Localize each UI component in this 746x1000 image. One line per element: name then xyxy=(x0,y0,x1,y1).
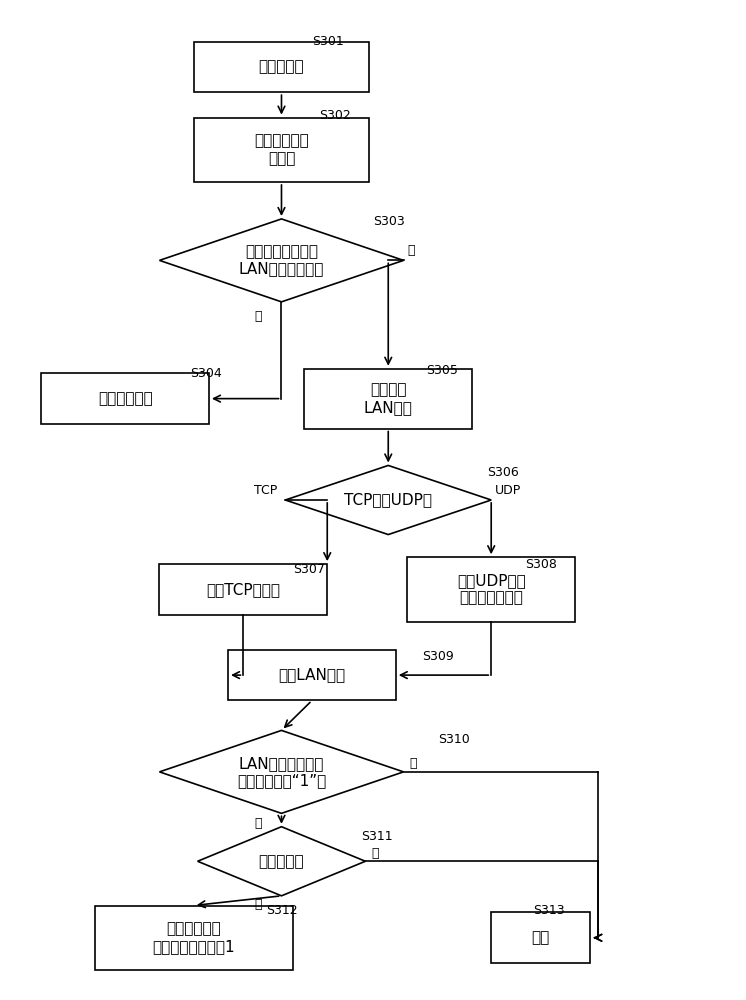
FancyBboxPatch shape xyxy=(41,373,209,424)
Text: S312: S312 xyxy=(266,904,298,917)
Text: LAN消息触发使能
状态位是否为“1”？: LAN消息触发使能 状态位是否为“1”？ xyxy=(237,756,326,788)
Text: S308: S308 xyxy=(525,558,557,571)
FancyBboxPatch shape xyxy=(407,557,575,622)
Text: S306: S306 xyxy=(487,466,519,479)
Text: 是: 是 xyxy=(255,817,263,830)
Text: 否: 否 xyxy=(372,847,379,860)
Text: 接收LAN消息: 接收LAN消息 xyxy=(278,668,345,683)
FancyBboxPatch shape xyxy=(194,42,369,92)
Text: S313: S313 xyxy=(533,904,565,917)
Text: 丢弃: 丢弃 xyxy=(532,930,550,945)
Text: 参数符合？: 参数符合？ xyxy=(259,854,304,869)
Text: S310: S310 xyxy=(438,733,469,746)
Text: S301: S301 xyxy=(312,35,344,48)
Text: S305: S305 xyxy=(427,364,458,377)
Text: S304: S304 xyxy=(190,367,222,380)
Text: 创建UDP套接
字，加入多播组: 创建UDP套接 字，加入多播组 xyxy=(457,573,526,606)
Text: TCP: TCP xyxy=(254,484,278,497)
Text: 是所需的消息
触发输入状态位置1: 是所需的消息 触发输入状态位置1 xyxy=(152,922,235,954)
Polygon shape xyxy=(160,219,404,302)
Polygon shape xyxy=(160,730,404,813)
Text: 执行特定操作: 执行特定操作 xyxy=(98,391,152,406)
Text: 命令是否用于配置
LAN消息触发输入: 命令是否用于配置 LAN消息触发输入 xyxy=(239,244,325,277)
Polygon shape xyxy=(198,827,366,896)
Text: S307: S307 xyxy=(293,563,325,576)
Text: 否: 否 xyxy=(255,310,263,323)
Text: S303: S303 xyxy=(373,215,405,228)
Text: 接收数据包: 接收数据包 xyxy=(259,59,304,74)
FancyBboxPatch shape xyxy=(228,650,396,700)
FancyBboxPatch shape xyxy=(304,369,472,429)
Text: 是: 是 xyxy=(407,244,415,257)
Text: S309: S309 xyxy=(422,650,454,663)
Text: TCP还是UDP？: TCP还是UDP？ xyxy=(344,493,432,508)
FancyBboxPatch shape xyxy=(95,906,293,970)
Polygon shape xyxy=(285,465,491,535)
Text: 否: 否 xyxy=(410,757,417,770)
FancyBboxPatch shape xyxy=(194,118,369,182)
Text: 是: 是 xyxy=(255,898,263,911)
Text: 创建TCP套接字: 创建TCP套接字 xyxy=(207,582,280,597)
Text: S302: S302 xyxy=(319,109,351,122)
FancyBboxPatch shape xyxy=(491,912,590,963)
FancyBboxPatch shape xyxy=(160,564,327,615)
Text: UDP: UDP xyxy=(495,484,521,497)
Text: 准备接收
LAN消息: 准备接收 LAN消息 xyxy=(364,382,413,415)
Text: 提取数据包内
的命令: 提取数据包内 的命令 xyxy=(254,134,309,166)
Text: S311: S311 xyxy=(362,830,393,843)
